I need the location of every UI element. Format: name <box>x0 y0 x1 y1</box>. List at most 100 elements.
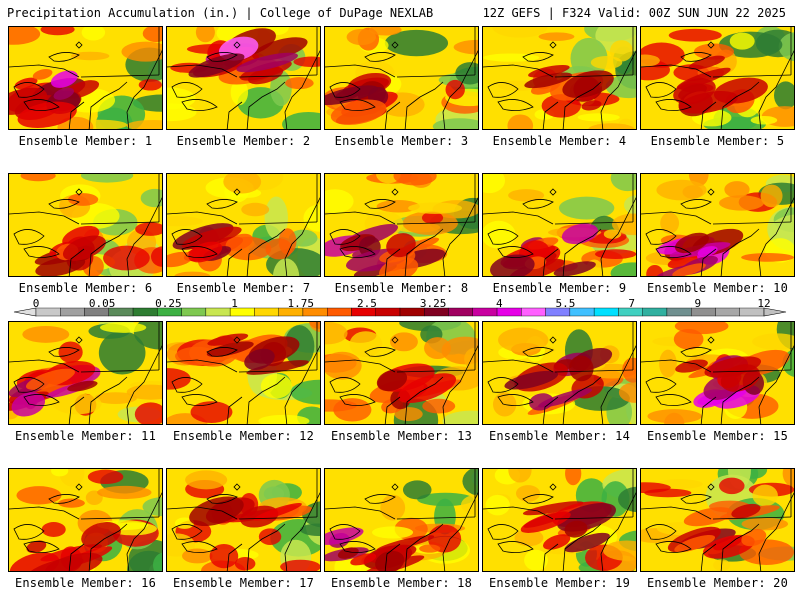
geographic-boundary <box>655 99 692 111</box>
ensemble-member-label: Ensemble Member: 15 <box>646 429 789 443</box>
geographic-boundary <box>126 345 162 424</box>
precip-area <box>419 544 441 553</box>
geographic-boundary <box>700 101 717 129</box>
dry-area <box>442 410 478 424</box>
geographic-boundary <box>206 494 238 504</box>
geographic-boundary <box>329 377 361 393</box>
precip-area <box>588 123 635 129</box>
precip-area <box>16 486 62 505</box>
location-marker-icon <box>391 483 399 491</box>
location-marker-icon <box>707 188 715 196</box>
precip-area <box>126 384 162 400</box>
ensemble-member-map <box>640 468 795 572</box>
geographic-boundary <box>442 492 478 571</box>
ensemble-member-label: Ensemble Member: 14 <box>488 429 631 443</box>
geographic-boundary <box>680 347 712 357</box>
precip-area <box>134 402 162 424</box>
dry-area <box>270 70 292 107</box>
geographic-boundary <box>284 492 320 571</box>
location-marker-icon <box>233 41 241 49</box>
geographic-boundary <box>88 376 128 424</box>
location-marker-icon <box>391 336 399 344</box>
precip-area <box>372 526 414 539</box>
geographic-boundary <box>126 197 162 276</box>
precip-area <box>611 213 636 236</box>
geographic-boundary <box>758 345 794 424</box>
location-marker-icon <box>233 483 241 491</box>
geographic-boundary <box>758 197 794 276</box>
precip-area <box>719 477 745 495</box>
dry-area <box>80 174 134 183</box>
scale-bin <box>60 307 85 317</box>
precip-area <box>190 401 233 423</box>
ensemble-member-map <box>324 173 479 277</box>
scale-tick-label: 9 <box>694 297 702 310</box>
heavy-precip-area <box>26 540 47 554</box>
geographic-boundary <box>68 248 85 276</box>
location-marker-icon <box>707 483 715 491</box>
ensemble-member-map <box>640 173 795 277</box>
geographic-boundary <box>48 494 80 504</box>
heavy-precip-area <box>704 356 762 378</box>
heavy-precip-area <box>17 101 77 128</box>
geographic-boundary <box>226 396 243 424</box>
location-marker-icon <box>233 188 241 196</box>
precip-area <box>508 189 545 202</box>
precip-area <box>223 174 262 194</box>
heavy-precip-area <box>53 87 74 100</box>
geographic-boundary <box>238 369 318 373</box>
heavy-precip-area <box>379 257 419 276</box>
precip-area <box>422 398 456 414</box>
precip-area <box>609 40 633 62</box>
precip-area <box>258 414 310 424</box>
geographic-boundary <box>23 246 60 258</box>
heavy-precip-area <box>376 369 408 392</box>
geographic-boundary <box>562 81 602 129</box>
geographic-boundary <box>720 81 760 129</box>
scale-tick-label: 7 <box>628 297 635 310</box>
precip-area <box>565 469 582 486</box>
heavy-precip-area <box>325 527 364 545</box>
dry-area <box>618 486 636 513</box>
precip-area <box>195 27 215 43</box>
geographic-boundary <box>641 506 712 520</box>
precip-area <box>185 470 228 490</box>
geographic-boundary <box>487 229 519 245</box>
scale-tick-label: 2.5 <box>356 297 377 310</box>
geographic-boundary <box>680 52 712 62</box>
precip-area <box>408 202 462 214</box>
geographic-boundary <box>68 543 85 571</box>
precip-area <box>724 181 750 198</box>
precip-area <box>752 484 778 507</box>
geographic-boundary <box>23 394 60 406</box>
geographic-boundary <box>68 101 85 129</box>
scale-tick-label: 0.05 <box>88 297 116 310</box>
heavy-precip-area <box>253 502 302 521</box>
precip-area <box>424 337 451 360</box>
geographic-boundary <box>364 347 396 357</box>
scale-bin <box>715 307 740 317</box>
ensemble-member-label: Ensemble Member: 12 <box>172 429 315 443</box>
dry-area <box>384 29 449 57</box>
geographic-boundary <box>712 516 792 520</box>
heavy-precip-area <box>672 263 706 276</box>
heavy-precip-area <box>350 553 377 566</box>
location-marker-icon <box>75 336 83 344</box>
precip-area <box>718 195 764 211</box>
geographic-boundary <box>238 516 318 520</box>
scale-tick-label: 0.25 <box>155 297 182 310</box>
precip-area <box>20 174 56 182</box>
location-marker-icon <box>75 41 83 49</box>
scale-bin <box>132 307 158 317</box>
geographic-boundary <box>396 221 476 225</box>
ensemble-member-label: Ensemble Member: 8 <box>334 281 469 295</box>
geographic-boundary <box>600 50 636 129</box>
precip-area <box>135 222 162 236</box>
precip-area <box>121 41 162 62</box>
precip-area <box>265 238 293 260</box>
scale-max-arrow <box>763 307 787 317</box>
geographic-boundary <box>655 541 692 553</box>
precip-area <box>461 494 478 516</box>
geographic-boundary <box>68 396 85 424</box>
geographic-boundary <box>13 524 45 540</box>
